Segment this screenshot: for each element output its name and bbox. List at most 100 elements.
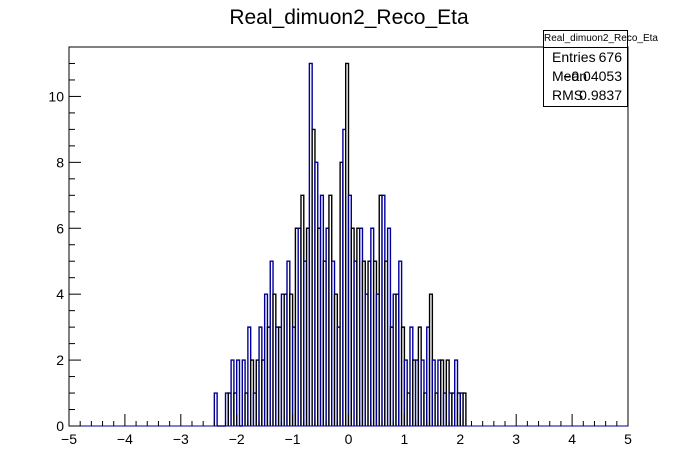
x-tick-label: −5 <box>61 431 77 447</box>
histogram-bar <box>437 360 441 426</box>
histogram-bar <box>337 327 341 426</box>
histogram-bar <box>376 294 380 426</box>
histogram-bar <box>289 294 293 426</box>
histogram-bar <box>443 393 447 426</box>
stats-entries-value: 676 <box>598 49 622 65</box>
x-tick-label: −4 <box>117 431 133 447</box>
histogram-bar <box>342 129 346 427</box>
x-tick-label: 3 <box>512 431 520 447</box>
histogram-bar <box>446 360 450 426</box>
histogram-bar <box>284 294 288 426</box>
histogram-bar <box>292 327 296 426</box>
stats-box: Real_dimuon2_Reco_Eta Entries 676 Mean −… <box>543 30 658 107</box>
histogram-bar <box>359 228 363 426</box>
histogram-bar <box>384 261 388 426</box>
histogram-bar <box>256 360 260 426</box>
stats-mean-row: Mean −0.04053 <box>544 67 627 86</box>
histogram-bar <box>426 327 430 426</box>
histogram-bar <box>390 327 394 426</box>
histogram-bar <box>298 228 301 426</box>
y-axis: 0 2 4 6 8 10 <box>48 46 81 434</box>
x-axis: −5 −4 −3 −2 −1 0 1 2 3 4 5 <box>61 414 632 447</box>
histogram-bar <box>261 360 265 426</box>
histogram-bar <box>300 195 304 426</box>
x-tick-label: 1 <box>401 431 409 447</box>
histogram-bar <box>242 360 246 426</box>
stats-rms-row: RMS 0.9837 <box>544 86 627 105</box>
histogram-bar <box>379 195 383 426</box>
histogram-bar <box>250 360 254 426</box>
histogram-bar <box>457 393 461 426</box>
histogram-bar <box>356 228 360 426</box>
histogram-bar <box>236 360 240 426</box>
histogram-bar <box>231 360 234 426</box>
histogram-bar-outline <box>462 392 467 426</box>
y-tick-label: 6 <box>56 220 64 236</box>
histogram-bar <box>387 228 391 426</box>
histogram-bar <box>253 393 257 426</box>
histogram-bar <box>365 294 369 426</box>
histogram-bar <box>382 195 385 426</box>
histogram-bar <box>233 393 237 426</box>
stats-entries-row: Entries 676 <box>544 48 627 67</box>
histogram-bar <box>267 327 271 426</box>
histogram-bar <box>429 294 433 426</box>
histogram-bar <box>418 327 422 426</box>
histogram-bar <box>362 261 366 426</box>
histogram-bar <box>314 162 318 426</box>
histogram-bars <box>69 62 628 427</box>
histogram-bar <box>245 393 248 426</box>
x-tick-label: 2 <box>456 431 464 447</box>
stats-entries-label: Entries <box>552 49 596 65</box>
x-tick-label: 0 <box>345 431 353 447</box>
histogram-bar <box>273 294 276 426</box>
stats-title: Real_dimuon2_Reco_Eta <box>544 31 658 48</box>
histogram-bar <box>309 63 313 426</box>
x-tick-label: −2 <box>229 431 245 447</box>
x-tick-label: −3 <box>173 431 189 447</box>
stats-rms-value: 0.9837 <box>579 87 622 103</box>
histogram-bar <box>415 360 419 426</box>
histogram-bar <box>404 360 408 426</box>
histogram-bar <box>317 228 321 426</box>
y-tick-label: 10 <box>48 88 64 104</box>
histogram-bar <box>287 261 290 426</box>
histogram-bar <box>460 393 464 426</box>
histogram-bar <box>225 393 229 426</box>
y-tick-label: 8 <box>56 154 64 170</box>
chart-title: Real_dimuon2_Reco_Eta <box>229 6 469 29</box>
histogram-bar <box>373 261 377 426</box>
histogram-bar <box>306 228 310 426</box>
histogram-bar <box>328 195 332 426</box>
x-tick-label: −1 <box>285 431 301 447</box>
histogram-bar <box>348 195 352 426</box>
histogram-bar <box>401 327 405 426</box>
histogram-bar <box>323 261 327 426</box>
histogram-bar <box>463 393 466 426</box>
histogram-bar <box>334 294 338 426</box>
histogram-bar <box>398 261 402 426</box>
histogram-bar <box>270 261 274 426</box>
histogram-bar <box>454 360 458 426</box>
histogram-bar <box>281 294 285 426</box>
histogram-bar-outline <box>236 359 241 426</box>
histogram-bar <box>214 393 218 426</box>
histogram-bar <box>407 393 410 426</box>
histogram-bar <box>354 261 357 426</box>
histogram-bar <box>449 393 452 426</box>
y-tick-label: 2 <box>56 352 64 368</box>
histogram-bar <box>275 327 279 426</box>
histogram-bar <box>409 327 413 426</box>
histogram-bar <box>421 360 424 426</box>
x-tick-label: 4 <box>568 431 576 447</box>
histogram-bar <box>440 360 444 426</box>
stats-rms-label: RMS <box>552 87 584 103</box>
histogram-bar <box>340 162 343 426</box>
histogram-bar <box>303 261 307 426</box>
histogram-bar <box>393 294 397 426</box>
histogram-bar <box>435 393 438 426</box>
histogram-bar <box>451 393 455 426</box>
histogram-bar <box>370 228 374 426</box>
y-tick-label: 4 <box>56 286 64 302</box>
